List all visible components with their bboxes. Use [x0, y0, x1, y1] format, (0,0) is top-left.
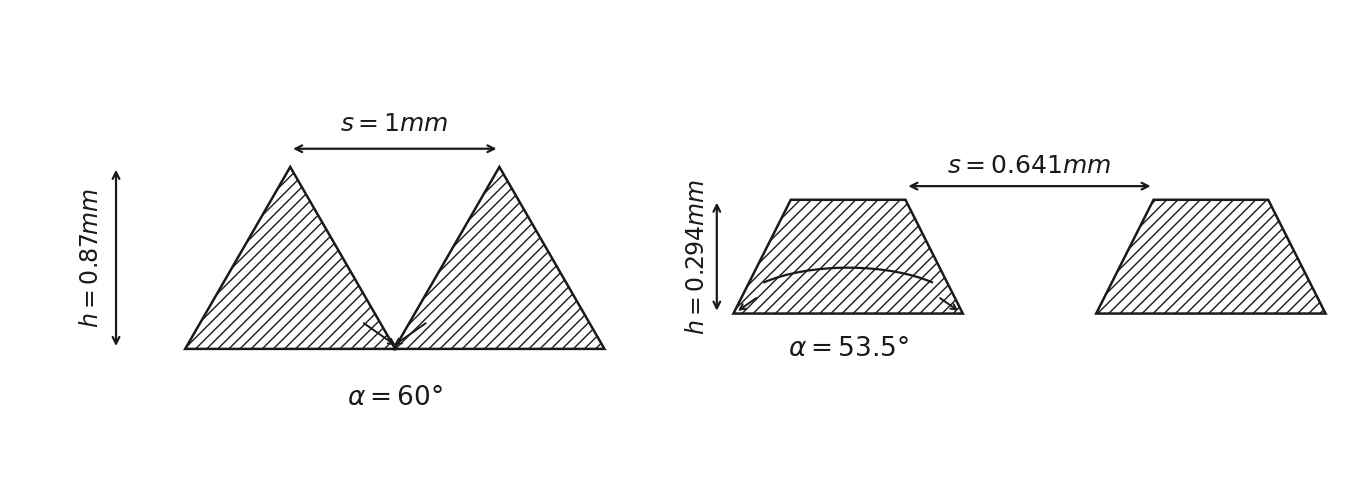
- Text: $s = 1mm$: $s = 1mm$: [340, 113, 450, 136]
- Polygon shape: [394, 167, 604, 349]
- Text: $h = 0.87mm$: $h = 0.87mm$: [80, 188, 103, 328]
- Polygon shape: [1097, 200, 1326, 314]
- Text: $\alpha = 53.5°$: $\alpha = 53.5°$: [788, 336, 909, 361]
- Text: $s = 0.641mm$: $s = 0.641mm$: [948, 155, 1112, 178]
- Text: $h = 0.294mm$: $h = 0.294mm$: [686, 178, 709, 335]
- Text: $\alpha = 60°$: $\alpha = 60°$: [347, 385, 443, 411]
- Polygon shape: [734, 200, 963, 314]
- Polygon shape: [185, 167, 395, 349]
